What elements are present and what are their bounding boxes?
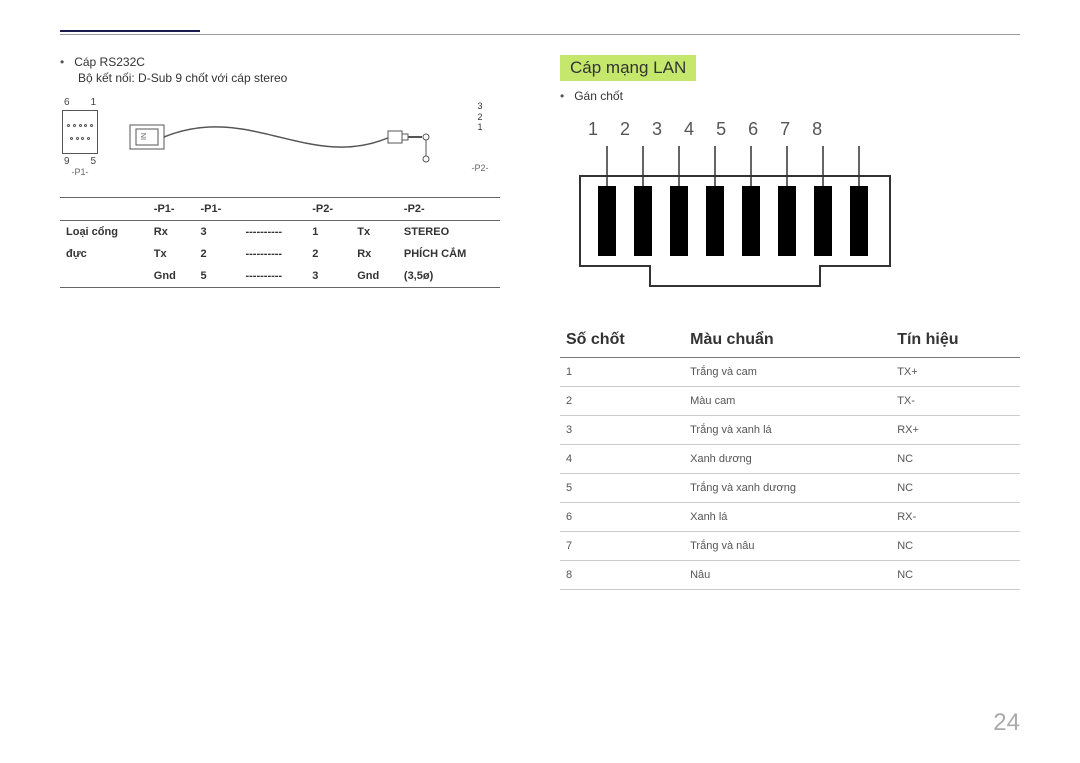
dsub-connector: 6 1 9 5 -P1- bbox=[60, 97, 100, 177]
dsub-pin-6: 6 bbox=[64, 97, 70, 108]
cell-1-1: 2 bbox=[194, 243, 239, 265]
rs232c-pinout-table: -P1- -P1- -P2- -P2- Loại cổng Rx 3 -----… bbox=[60, 197, 500, 288]
lan-cell: 1 bbox=[560, 358, 684, 387]
cell-2-2: ---------- bbox=[239, 265, 306, 288]
dsub-pin-9: 9 bbox=[64, 156, 70, 167]
lan-cell: TX+ bbox=[891, 358, 1020, 387]
page-number: 24 bbox=[993, 709, 1020, 737]
cell-0-0: Rx bbox=[148, 221, 195, 244]
cell-2-1: 5 bbox=[194, 265, 239, 288]
rj45-diagram: 1 2 3 4 5 6 7 8 bbox=[570, 119, 1020, 299]
cell-0-5: STEREO bbox=[398, 221, 500, 244]
svg-text:IN: IN bbox=[141, 133, 148, 140]
stereo-connector: 3 2 1 -P2- bbox=[460, 101, 500, 173]
lan-cell: NC bbox=[891, 445, 1020, 474]
lan-cell: Xanh dương bbox=[684, 445, 891, 474]
lan-cell: Trắng và cam bbox=[684, 358, 891, 387]
rs232c-label: Cáp RS232C bbox=[74, 55, 145, 69]
lan-cell: Trắng và xanh lá bbox=[684, 416, 891, 445]
side-duc: đực bbox=[60, 243, 148, 265]
cell-0-4: Tx bbox=[351, 221, 398, 244]
th-p1b: -P1- bbox=[194, 198, 239, 221]
cable-svg: IN bbox=[110, 107, 450, 167]
lan-cell: Nâu bbox=[684, 561, 891, 590]
lan-cell: 5 bbox=[560, 474, 684, 503]
rj45-num: 4 bbox=[684, 119, 694, 140]
rs232c-sub: Bộ kết nối: D-Sub 9 chốt với cáp stereo bbox=[78, 71, 500, 85]
lan-row: 5Trắng và xanh dươngNC bbox=[560, 474, 1020, 503]
lan-row: 4Xanh dươngNC bbox=[560, 445, 1020, 474]
cable-diagram: 6 1 9 5 -P1- IN bbox=[60, 97, 500, 177]
cell-2-3: 3 bbox=[306, 265, 351, 288]
lan-cell: 7 bbox=[560, 532, 684, 561]
lan-cell: 4 bbox=[560, 445, 684, 474]
lan-cell: Trắng và xanh dương bbox=[684, 474, 891, 503]
lan-cell: 3 bbox=[560, 416, 684, 445]
lan-cable-title: Cáp mạng LAN bbox=[560, 55, 696, 81]
lan-row: 3Trắng và xanh láRX+ bbox=[560, 416, 1020, 445]
rs232c-bullet: Cáp RS232C bbox=[60, 55, 500, 69]
rj45-num: 8 bbox=[812, 119, 822, 140]
rj45-num: 2 bbox=[620, 119, 630, 140]
lan-cell: RX+ bbox=[891, 416, 1020, 445]
lan-cell: 8 bbox=[560, 561, 684, 590]
rj45-num: 3 bbox=[652, 119, 662, 140]
cell-0-2: ---------- bbox=[239, 221, 306, 244]
rj45-num: 7 bbox=[780, 119, 790, 140]
lan-row: 6Xanh láRX- bbox=[560, 503, 1020, 532]
pin-assign-bullet: Gán chốt bbox=[560, 89, 1020, 103]
lan-cell: NC bbox=[891, 532, 1020, 561]
cell-1-2: ---------- bbox=[239, 243, 306, 265]
dsub-pin-5: 5 bbox=[90, 156, 96, 167]
rj45-num: 6 bbox=[748, 119, 758, 140]
lan-row: 8NâuNC bbox=[560, 561, 1020, 590]
lan-cell: Trắng và nâu bbox=[684, 532, 891, 561]
lan-cell: Màu cam bbox=[684, 387, 891, 416]
stereo-pin-2: 2 bbox=[460, 112, 500, 123]
cell-1-3: 2 bbox=[306, 243, 351, 265]
rj45-num: 1 bbox=[588, 119, 598, 140]
dsub-pin-1: 1 bbox=[90, 97, 96, 108]
cell-2-5: (3,5ø) bbox=[398, 265, 500, 288]
cell-1-0: Tx bbox=[148, 243, 195, 265]
pin-assign-label: Gán chốt bbox=[574, 89, 623, 103]
th-p2a: -P2- bbox=[306, 198, 351, 221]
th-p2b: -P2- bbox=[398, 198, 500, 221]
lan-th-signal: Tín hiệu bbox=[891, 323, 1020, 358]
lan-row: 1Trắng và camTX+ bbox=[560, 358, 1020, 387]
cell-2-0: Gnd bbox=[148, 265, 195, 288]
cell-1-5: PHÍCH CẮM bbox=[398, 243, 500, 265]
lan-cell: NC bbox=[891, 561, 1020, 590]
rj45-num: 5 bbox=[716, 119, 726, 140]
side-loai-cong: Loại cổng bbox=[60, 221, 148, 244]
lan-cell: Xanh lá bbox=[684, 503, 891, 532]
lan-cell: 6 bbox=[560, 503, 684, 532]
dsub-p1-label: -P1- bbox=[60, 167, 100, 177]
lan-th-color: Màu chuẩn bbox=[684, 323, 891, 358]
lan-th-pin: Số chốt bbox=[560, 323, 684, 358]
cell-0-1: 3 bbox=[194, 221, 239, 244]
stereo-p2-label: -P2- bbox=[460, 163, 500, 173]
lan-row: 2Màu camTX- bbox=[560, 387, 1020, 416]
stereo-pin-3: 3 bbox=[460, 101, 500, 112]
cell-0-3: 1 bbox=[306, 221, 351, 244]
cell-2-4: Gnd bbox=[351, 265, 398, 288]
th-p1a: -P1- bbox=[148, 198, 195, 221]
stereo-pin-1: 1 bbox=[460, 122, 500, 133]
lan-cell: 2 bbox=[560, 387, 684, 416]
lan-pinout-table: Số chốt Màu chuẩn Tín hiệu 1Trắng và cam… bbox=[560, 323, 1020, 590]
cell-1-4: Rx bbox=[351, 243, 398, 265]
lan-row: 7Trắng và nâuNC bbox=[560, 532, 1020, 561]
lan-cell: NC bbox=[891, 474, 1020, 503]
lan-cell: TX- bbox=[891, 387, 1020, 416]
lan-cell: RX- bbox=[891, 503, 1020, 532]
